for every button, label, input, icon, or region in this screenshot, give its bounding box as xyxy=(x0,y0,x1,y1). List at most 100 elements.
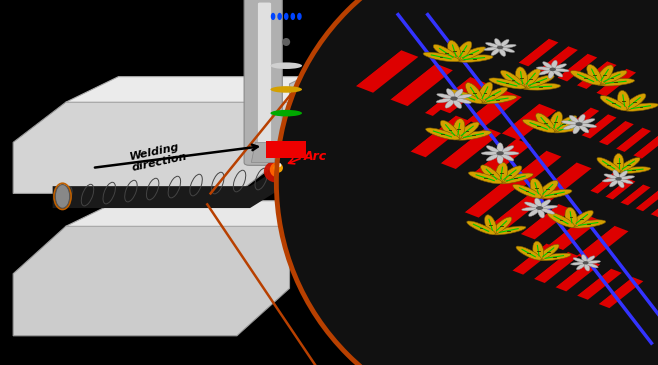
Polygon shape xyxy=(616,128,651,152)
Ellipse shape xyxy=(477,82,493,103)
Ellipse shape xyxy=(274,163,283,173)
Ellipse shape xyxy=(453,119,465,140)
Ellipse shape xyxy=(549,68,556,71)
Ellipse shape xyxy=(440,120,460,140)
Polygon shape xyxy=(577,269,622,300)
Polygon shape xyxy=(513,243,557,274)
Ellipse shape xyxy=(468,172,502,184)
Polygon shape xyxy=(373,57,436,99)
Ellipse shape xyxy=(538,244,559,260)
Polygon shape xyxy=(520,204,572,239)
Ellipse shape xyxy=(480,165,502,184)
Ellipse shape xyxy=(530,178,544,198)
Ellipse shape xyxy=(486,146,500,153)
Ellipse shape xyxy=(563,124,578,130)
Polygon shape xyxy=(465,182,517,218)
Polygon shape xyxy=(538,46,578,74)
Ellipse shape xyxy=(619,171,628,178)
Ellipse shape xyxy=(455,41,472,61)
Polygon shape xyxy=(442,84,505,126)
Ellipse shape xyxy=(597,158,620,173)
Polygon shape xyxy=(66,77,342,102)
Polygon shape xyxy=(633,134,658,159)
Ellipse shape xyxy=(500,146,514,153)
Polygon shape xyxy=(651,196,658,217)
Ellipse shape xyxy=(540,205,557,209)
Ellipse shape xyxy=(284,13,288,20)
Ellipse shape xyxy=(584,263,590,271)
Ellipse shape xyxy=(533,241,544,260)
Ellipse shape xyxy=(551,116,577,132)
Polygon shape xyxy=(620,184,651,205)
Polygon shape xyxy=(605,178,636,200)
Ellipse shape xyxy=(455,55,493,62)
Ellipse shape xyxy=(496,151,504,155)
Ellipse shape xyxy=(586,256,595,262)
Ellipse shape xyxy=(426,128,459,140)
Ellipse shape xyxy=(613,170,620,178)
Ellipse shape xyxy=(617,167,651,173)
Ellipse shape xyxy=(498,173,533,184)
Polygon shape xyxy=(501,239,546,270)
Ellipse shape xyxy=(455,131,492,140)
Ellipse shape xyxy=(528,208,540,216)
Ellipse shape xyxy=(539,69,552,75)
Polygon shape xyxy=(476,97,539,140)
Polygon shape xyxy=(531,162,592,204)
Ellipse shape xyxy=(498,166,522,184)
Ellipse shape xyxy=(619,176,634,180)
Polygon shape xyxy=(478,188,530,223)
Ellipse shape xyxy=(573,258,585,263)
Ellipse shape xyxy=(467,221,495,235)
Ellipse shape xyxy=(623,94,646,111)
Ellipse shape xyxy=(455,122,479,140)
Ellipse shape xyxy=(450,96,458,101)
Polygon shape xyxy=(519,39,559,66)
Ellipse shape xyxy=(538,180,558,198)
Ellipse shape xyxy=(278,13,282,20)
Ellipse shape xyxy=(597,70,627,85)
Ellipse shape xyxy=(447,41,461,61)
Polygon shape xyxy=(628,187,658,208)
Polygon shape xyxy=(577,61,617,89)
Ellipse shape xyxy=(277,163,282,167)
Ellipse shape xyxy=(604,174,618,179)
Ellipse shape xyxy=(600,96,627,111)
Ellipse shape xyxy=(445,99,455,108)
FancyBboxPatch shape xyxy=(244,0,282,165)
Polygon shape xyxy=(597,176,628,197)
Ellipse shape xyxy=(573,124,580,134)
Ellipse shape xyxy=(582,254,587,262)
Polygon shape xyxy=(426,122,486,163)
Ellipse shape xyxy=(484,215,497,235)
Ellipse shape xyxy=(55,185,70,208)
Polygon shape xyxy=(549,215,601,250)
Polygon shape xyxy=(535,210,586,245)
Ellipse shape xyxy=(538,189,572,199)
Ellipse shape xyxy=(497,46,503,49)
Polygon shape xyxy=(607,124,642,149)
Polygon shape xyxy=(395,110,456,151)
Ellipse shape xyxy=(536,67,552,70)
Polygon shape xyxy=(441,127,501,169)
Ellipse shape xyxy=(500,153,514,161)
Ellipse shape xyxy=(524,202,539,208)
Polygon shape xyxy=(577,226,628,261)
Ellipse shape xyxy=(436,98,453,103)
Ellipse shape xyxy=(553,69,569,72)
Polygon shape xyxy=(588,273,632,304)
Ellipse shape xyxy=(486,153,500,161)
Ellipse shape xyxy=(484,47,499,51)
Ellipse shape xyxy=(270,86,302,93)
Ellipse shape xyxy=(617,158,640,173)
Ellipse shape xyxy=(547,212,574,227)
Ellipse shape xyxy=(570,211,594,227)
Polygon shape xyxy=(459,91,522,133)
Polygon shape xyxy=(425,77,488,120)
Ellipse shape xyxy=(423,52,459,62)
Ellipse shape xyxy=(613,154,624,173)
Ellipse shape xyxy=(553,64,567,69)
Ellipse shape xyxy=(586,263,598,268)
Ellipse shape xyxy=(491,48,500,55)
Ellipse shape xyxy=(492,217,512,235)
